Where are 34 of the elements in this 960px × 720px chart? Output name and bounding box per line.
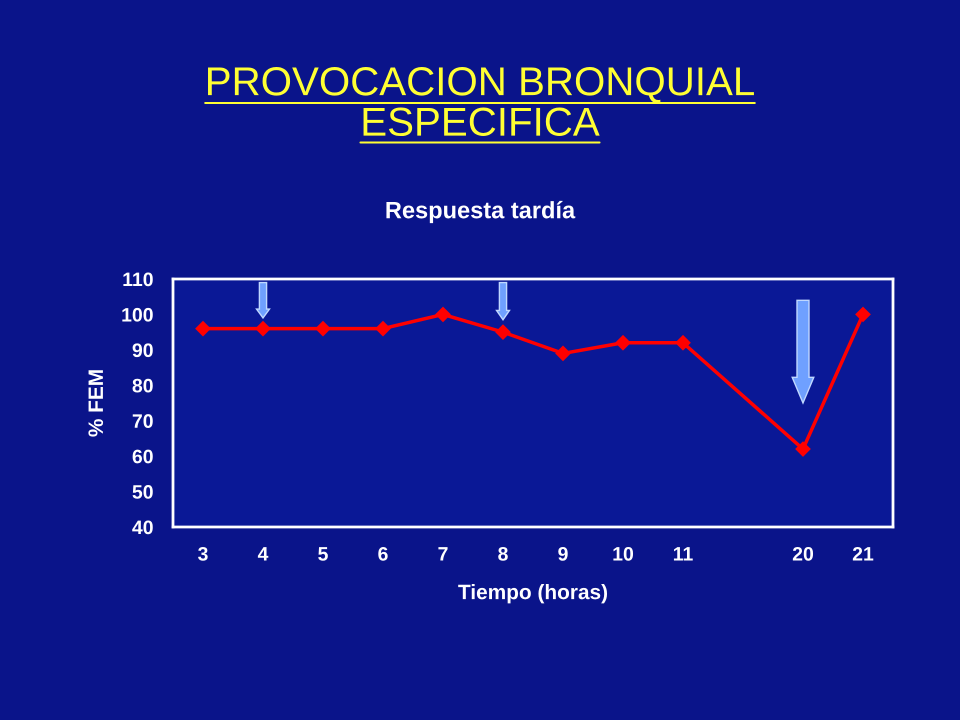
point (495, 324, 511, 340)
y-tick-label: 110 (123, 272, 153, 286)
x-tick-label: 11 (674, 547, 693, 561)
x-tick-label: 21 (852, 546, 874, 561)
point (675, 335, 691, 350)
y-tick-label: 60 (132, 450, 153, 464)
point (615, 335, 631, 350)
point (375, 321, 391, 336)
chart-subtitle: Respuesta tardía (386, 200, 576, 224)
point (555, 346, 571, 361)
point (795, 441, 811, 457)
x-tick-label: 20 (792, 546, 814, 561)
y-tick-label: 100 (122, 308, 153, 322)
x-tick-label: 4 (258, 547, 268, 561)
point (195, 321, 211, 336)
x-tick-label: 9 (558, 546, 568, 561)
y-tick-label: 80 (132, 378, 153, 393)
x-tick-label: 10 (613, 546, 634, 561)
point (855, 306, 871, 322)
chart-title: PROVOCACION BRONQUIAL ESPECIFICA (208, 67, 754, 136)
point (255, 321, 271, 336)
y-axis-title: % FEM (88, 370, 104, 437)
x-tick-label: 8 (498, 546, 508, 561)
x-tick-label: 7 (438, 547, 448, 561)
point (435, 306, 451, 322)
y-tick-label: 90 (132, 343, 153, 358)
y-tick-label: 70 (132, 414, 153, 428)
x-tick-label: 3 (198, 546, 208, 561)
x-tick-label: 6 (378, 546, 388, 561)
x-tick-label: 5 (318, 547, 328, 561)
y-tick-label: 40 (132, 520, 153, 534)
y-tick-label: 50 (132, 485, 153, 499)
x-axis-title: Tiempo (horas) (458, 584, 608, 604)
point (315, 321, 331, 336)
